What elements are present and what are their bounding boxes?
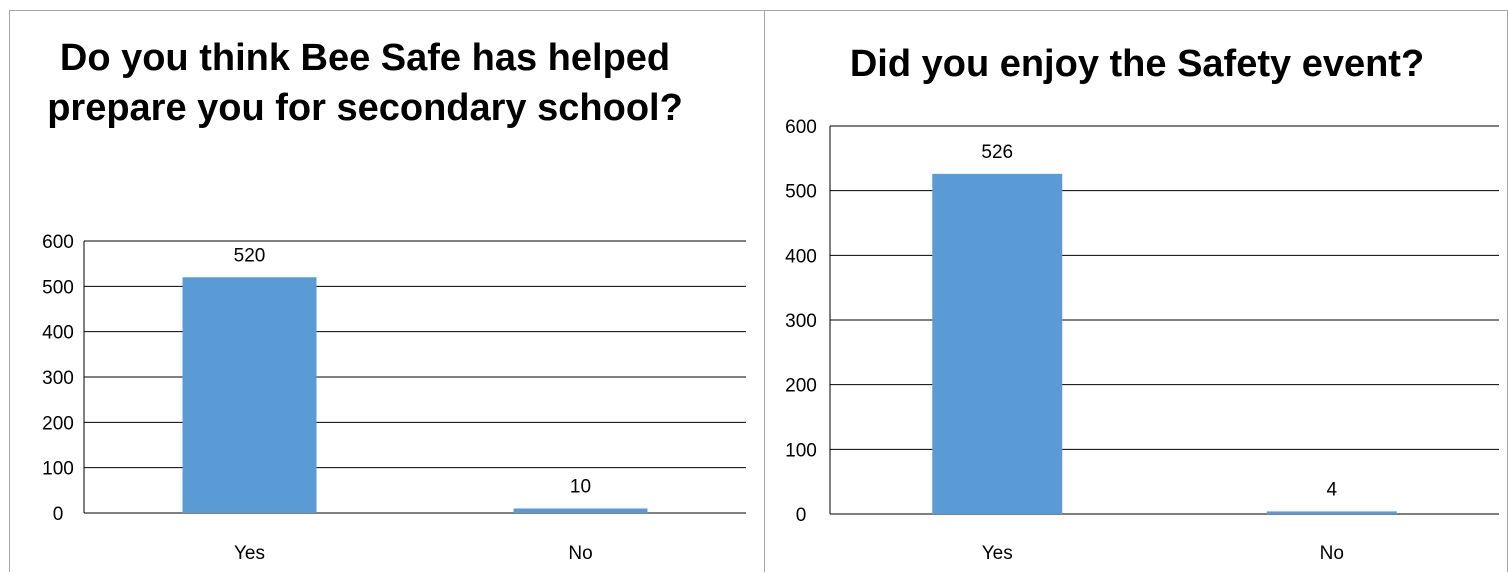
y-tick-label: 500 [42,277,74,298]
data-label: 526 [981,142,1013,163]
chart-panel-right: Did you enjoy the Safety event? 0 100 200 3… [764,10,1508,572]
y-tick-label: 0 [796,505,807,526]
bar-yes [932,173,1063,514]
data-label: 520 [234,245,266,266]
y-tick-label: 200 [42,413,74,434]
chart-title-left: Do you think Bee Safe has helped prepare… [47,37,683,129]
bar-no [1266,511,1397,514]
y-tick-label: 100 [785,440,817,461]
y-tick-label: 400 [42,323,74,344]
data-label: 10 [570,476,591,497]
y-tick-label: 300 [785,311,817,332]
y-tick-label: 300 [42,368,74,389]
bar-chart-left: 0 100 200 300 400 500 600 520 Yes 10 No [42,232,746,564]
y-tick-label: 400 [785,246,817,267]
x-category-label: Yes [234,543,265,564]
x-category-label: Yes [982,543,1013,564]
x-category-label: No [568,543,592,564]
y-tick-label: 600 [785,117,817,138]
y-tick-label: 500 [785,182,817,203]
bar-chart-right: 0 100 200 300 400 500 600 526 Yes 4 No [785,117,1499,564]
data-label: 4 [1326,479,1337,500]
x-category-label: No [1320,543,1344,564]
y-tick-label: 600 [42,232,74,253]
chart-panel-left: Do you think Bee Safe has helped prepare… [9,10,765,572]
bar-yes [182,277,317,513]
y-tick-label: 200 [785,376,817,397]
bar-no [513,508,648,513]
y-tick-label: 100 [42,459,74,480]
chart-title-right: Did you enjoy the Safety event? [849,43,1425,85]
y-tick-label: 0 [53,504,64,525]
